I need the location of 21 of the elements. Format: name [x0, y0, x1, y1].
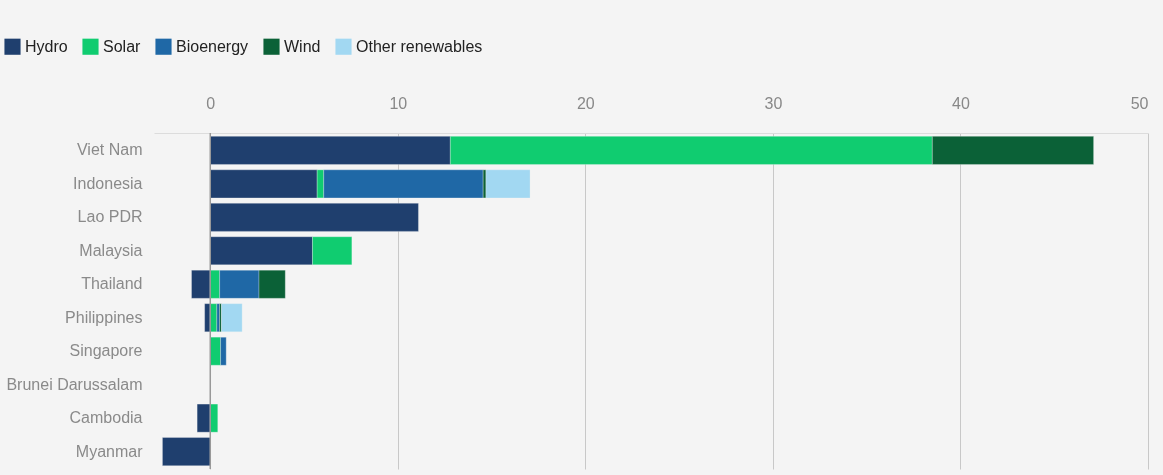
- x-tick-label: 10: [389, 94, 408, 112]
- legend-label: Bioenergy: [176, 37, 249, 55]
- y-tick-label: Indonesia: [73, 174, 143, 192]
- y-tick-label: Thailand: [81, 275, 143, 293]
- x-tick-label: 30: [764, 94, 783, 112]
- x-tick-label: 50: [1130, 94, 1149, 112]
- y-tick-label: Myanmar: [75, 442, 144, 460]
- y-tick-label: Singapore: [69, 342, 143, 360]
- legend-label: Hydro: [25, 37, 68, 55]
- x-tick-label: 40: [952, 94, 970, 112]
- y-tick-label: Philippines: [65, 308, 143, 326]
- y-tick-label: Lao PDR: [77, 208, 143, 226]
- legend-label: Other renewables: [356, 37, 483, 55]
- legend-label: Wind: [284, 37, 321, 55]
- y-tick-label: Malaysia: [79, 241, 143, 259]
- y-tick-label: Cambodia: [69, 409, 143, 427]
- x-tick-label: 0: [206, 94, 216, 112]
- y-tick-label: Brunei Darussalam: [6, 375, 143, 393]
- y-tick-label: Viet Nam: [76, 141, 143, 159]
- legend-label: Solar: [103, 37, 142, 55]
- x-tick-label: 20: [576, 94, 595, 112]
